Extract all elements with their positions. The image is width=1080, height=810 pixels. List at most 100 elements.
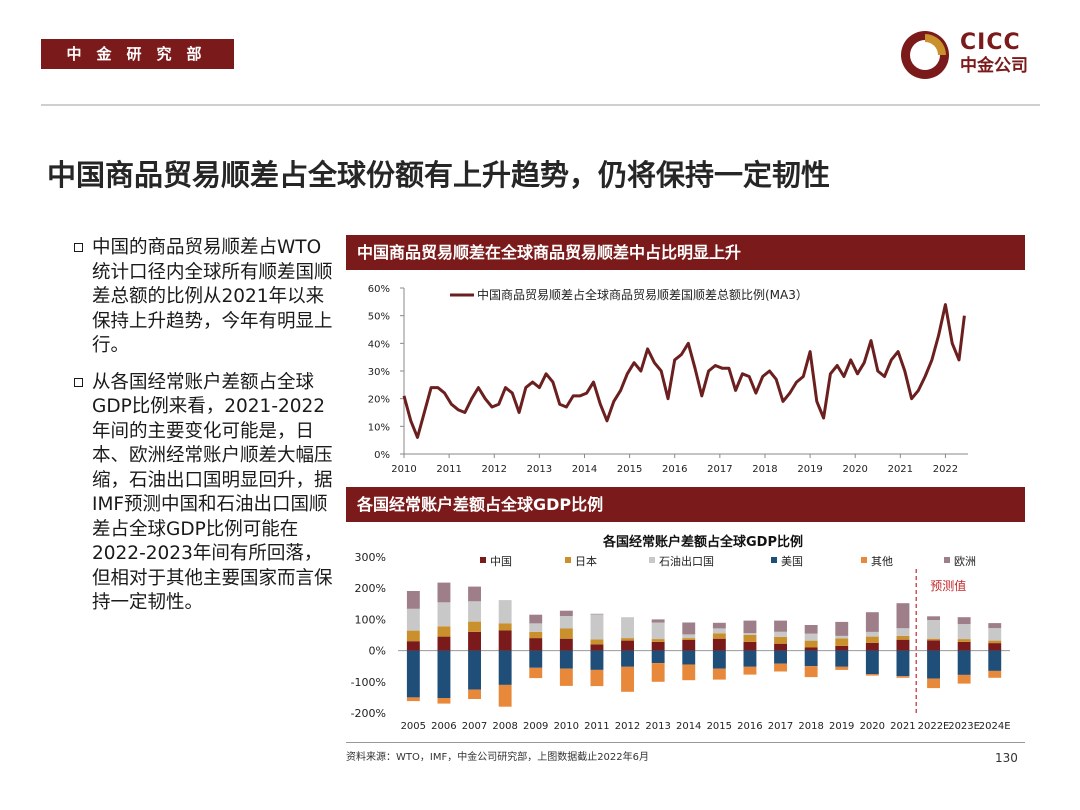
y-tick-label: 300%	[355, 551, 386, 564]
bar-segment	[804, 625, 818, 634]
x-tick-label: 2005	[401, 721, 426, 732]
bar-segment	[804, 633, 818, 641]
legend-label: 欧洲	[954, 555, 976, 568]
bar-segment	[743, 666, 757, 675]
bar-segment	[865, 674, 879, 676]
bar-segment	[621, 650, 634, 667]
x-tick-label: 2009	[523, 721, 548, 732]
bar-segment	[957, 674, 971, 684]
bar-segment	[559, 610, 573, 616]
bar-segment	[712, 633, 726, 639]
bar-segment	[743, 635, 757, 642]
bar-segment	[743, 620, 757, 634]
square-bullet-icon	[74, 243, 83, 252]
y-tick-label: 0%	[369, 645, 386, 658]
bar-segment	[406, 608, 420, 631]
bar-segment	[621, 666, 634, 692]
bar-segment	[559, 650, 573, 669]
bar-segment	[896, 628, 910, 636]
legend-swatch	[771, 557, 777, 563]
bar-segment	[804, 666, 818, 678]
bar-segment	[498, 650, 512, 685]
bar-segment	[590, 650, 604, 670]
bar-segment	[498, 630, 512, 651]
bar-segment	[590, 669, 604, 687]
bar-segment	[590, 614, 604, 640]
legend-swatch	[861, 557, 867, 563]
bar-segment	[957, 617, 971, 625]
y-tick-label: 10%	[368, 422, 390, 433]
bar-chart: 各国经常账户差额占全球GDP比例 -200% -100% 0% 100% 200% 300%…	[351, 534, 1011, 732]
bar-segment	[498, 600, 512, 624]
bar-segment	[437, 602, 451, 627]
bar-segment	[896, 650, 910, 677]
x-tick-label: 2011	[584, 721, 609, 732]
bar-segment	[712, 650, 726, 669]
bar-segment	[804, 640, 818, 648]
bullet-item: 中国的商品贸易顺差占WTO统计口径内全球所有顺差国顺差总额的比例从2021年以来…	[74, 236, 336, 359]
source-note: 资料来源：WTO，IMF，中金公司研究部，上图数据截止2022年6月	[346, 752, 650, 763]
bar-segment	[896, 603, 910, 629]
cicc-logo-mark-icon	[901, 31, 949, 79]
x-tick-label: 2017	[768, 721, 793, 732]
bar-segment	[774, 631, 787, 637]
x-tick-label: 2015	[617, 464, 642, 475]
legend-label: 中国商品贸易顺差占全球商品贸易顺差国顺差总额比例(MA3）	[477, 287, 808, 302]
bar-segment	[835, 635, 849, 639]
bar-segment	[406, 650, 420, 698]
x-tick-label: 2010	[554, 721, 579, 732]
bar-segment	[927, 620, 940, 639]
bar-segment	[988, 628, 1002, 641]
forecast-label: 预测值	[930, 578, 966, 593]
bar-segment	[957, 639, 971, 642]
line-chart-panel-title: 中国商品贸易顺差在全球商品贸易顺差中占比明显上升	[346, 235, 1025, 270]
x-tick-label: 2014	[676, 721, 701, 732]
x-tick-label: 2018	[752, 464, 777, 475]
bar-segment	[406, 591, 420, 609]
x-tick-label: 2019	[797, 464, 822, 475]
bar-segment	[835, 638, 849, 646]
y-tick-label: 20%	[368, 395, 390, 406]
legend-label: 美国	[781, 555, 803, 568]
bar-segment	[804, 647, 818, 651]
bar-segment	[804, 650, 818, 667]
bar-segment	[651, 622, 665, 639]
bar-segment	[651, 663, 665, 682]
legend-label: 日本	[575, 554, 597, 568]
line-chart: 0% 10% 20% 30% 40% 50% 60% 2010 2011 2012 2013 2014…	[368, 284, 968, 475]
bar-segment	[712, 622, 726, 629]
x-tick-label: 2022E	[918, 721, 950, 732]
y-tick-label: 200%	[355, 582, 386, 595]
bar-segment	[927, 638, 940, 641]
footer-divider	[346, 742, 1025, 743]
bar-segment	[682, 622, 696, 635]
bar-segment	[865, 631, 879, 637]
bar-segment	[437, 582, 451, 603]
bar-segment	[774, 650, 787, 664]
bar-segment	[559, 616, 573, 629]
square-bullet-icon	[74, 377, 83, 387]
bar-segment	[651, 641, 665, 651]
y-tick-label: 0%	[374, 450, 390, 461]
y-tick-label: 60%	[368, 284, 390, 295]
x-tick-label: 2008	[492, 721, 517, 732]
x-tick-label: 2018	[798, 721, 823, 732]
x-tick-label: 2013	[645, 721, 670, 732]
bar-segment	[468, 631, 481, 651]
bar-segment	[835, 666, 849, 670]
bar-segment	[529, 614, 543, 624]
bar-segment	[682, 634, 696, 639]
bar-segment	[468, 689, 481, 699]
bar-segment	[957, 624, 971, 640]
bar-segment	[927, 640, 940, 651]
bar-segment	[682, 664, 696, 681]
bar-segment	[529, 667, 543, 679]
bar-segment	[743, 641, 757, 651]
logo-english: CICC	[960, 30, 1021, 55]
bar-segment	[682, 638, 696, 640]
bar-segment	[835, 645, 849, 651]
y-tick-label: 50%	[368, 312, 390, 323]
bar-segment	[835, 621, 849, 636]
bullet-item: 从各国经常账户差额占全球GDP比例来看，2021-2022年间的主要变化可能是，…	[74, 371, 336, 616]
bar-segment	[651, 619, 665, 623]
